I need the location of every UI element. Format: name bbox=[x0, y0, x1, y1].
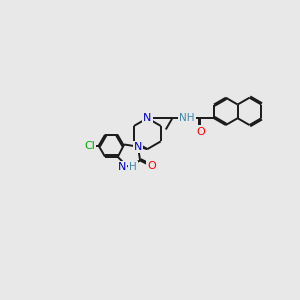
Text: H: H bbox=[129, 162, 137, 172]
Text: N: N bbox=[143, 113, 152, 123]
Text: N: N bbox=[118, 162, 126, 172]
Text: O: O bbox=[147, 161, 156, 171]
Text: Cl: Cl bbox=[84, 141, 95, 151]
Text: NH: NH bbox=[179, 113, 195, 123]
Text: O: O bbox=[196, 127, 205, 136]
Text: N: N bbox=[143, 113, 152, 123]
Text: N: N bbox=[134, 142, 142, 152]
